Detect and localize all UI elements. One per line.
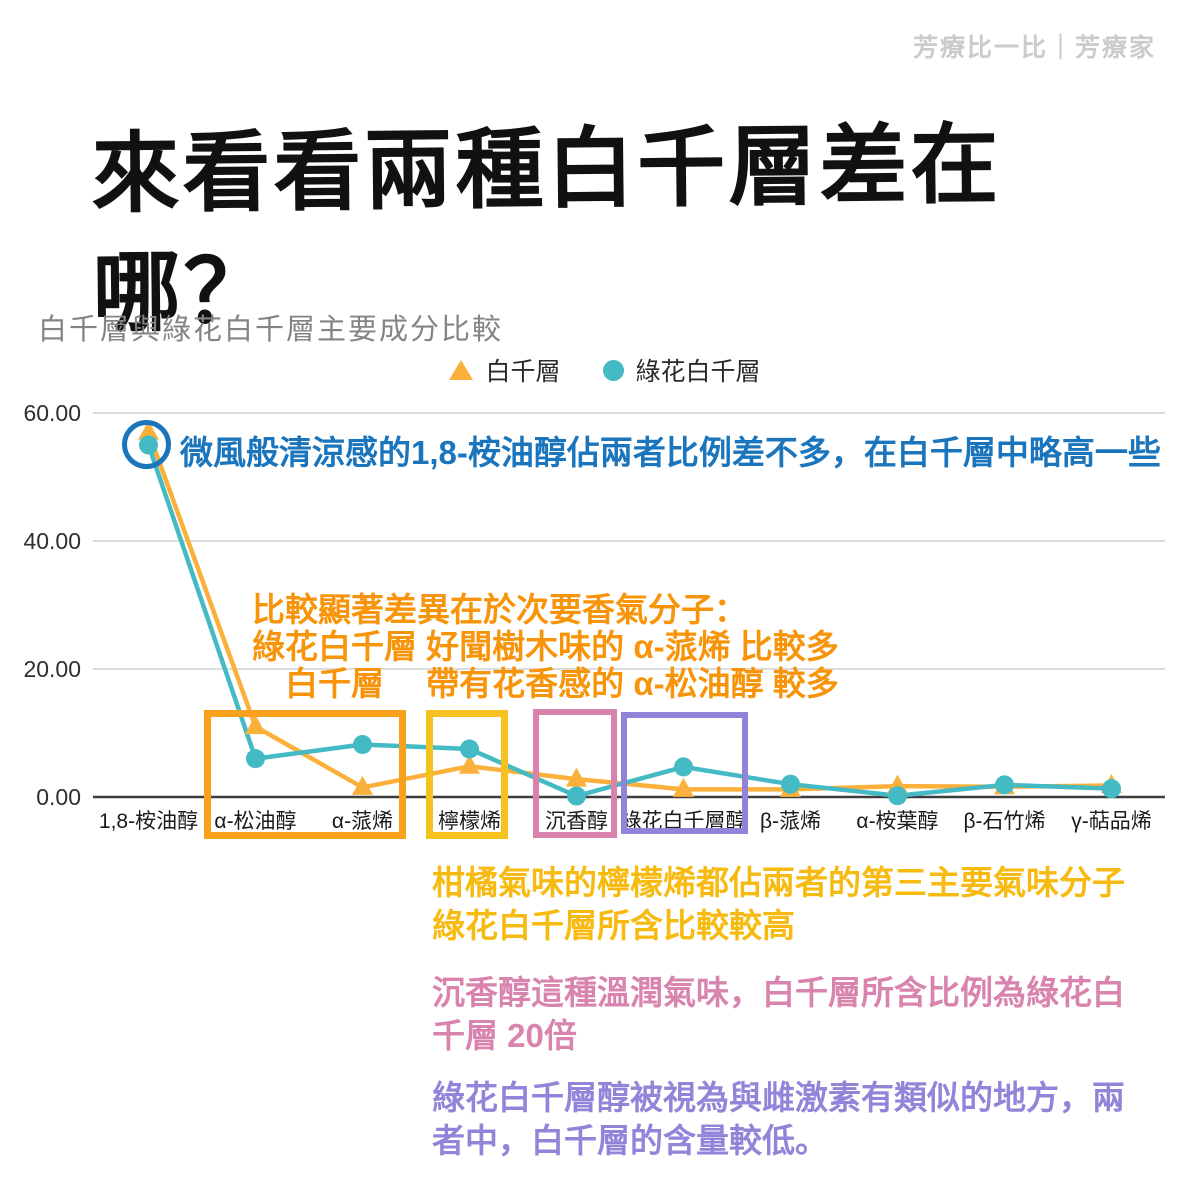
- data-point-triangle: [673, 777, 694, 797]
- annotation-line: 白千層 帶有花香感的 α-松油醇 較多: [252, 665, 839, 702]
- data-point-triangle: [245, 715, 266, 735]
- annotation-line: 者中，白千層的含量較低。: [432, 1122, 828, 1159]
- legend-item-cajeput: 白千層: [449, 352, 561, 388]
- data-point-circle: [353, 735, 372, 755]
- x-tick-label: 綠花白千層醇: [621, 810, 747, 833]
- annotation-linalool: 沉香醇這種溫潤氣味，白千層所含比例為綠花白 千層 20倍: [432, 971, 1125, 1057]
- data-point-circle: [1102, 779, 1121, 799]
- x-tick-label: γ-萜品烯: [1071, 810, 1152, 833]
- triangle-marker-icon: [449, 360, 474, 380]
- annotation-limonene: 柑橘氣味的檸檬烯都佔兩者的第三主要氣味分子 綠花白千層所含比較較高: [432, 861, 1125, 947]
- x-tick-label: α-松油醇: [214, 810, 296, 833]
- brand-watermark: 芳療比一比｜芳療家: [912, 34, 1156, 62]
- y-tick-label: 20.00: [23, 656, 81, 682]
- x-tick-label: 沉香醇: [545, 810, 608, 833]
- data-point-circle: [460, 739, 479, 759]
- annotation-line: 綠花白千層所含比較較高: [432, 907, 795, 944]
- y-tick-label: 40.00: [23, 528, 81, 554]
- annotation-line: 綠花白千層醇被視為與雌激素有類似的地方，兩: [432, 1079, 1125, 1116]
- x-tick-label: α-蒎烯: [332, 810, 393, 833]
- data-point-circle: [246, 749, 265, 769]
- annotation-cineole: 微風般清涼感的1,8-桉油醇佔兩者比例差不多，在白千層中略高一些: [180, 434, 1161, 471]
- series-line: [146, 444, 1112, 799]
- legend-item-niaouli: 綠花白千層: [602, 352, 761, 388]
- chart-plot: 0.00 20.00 40.00 60.00 1,8-桉油醇 α-松油醇 α-蒎烯 檸檬烯 沉香…: [23, 400, 1165, 833]
- x-tick-label: β-石竹烯: [963, 810, 1045, 833]
- data-point-circle: [888, 786, 907, 806]
- data-point-circle: [995, 775, 1014, 795]
- x-tick-label: α-桉葉醇: [856, 810, 938, 833]
- annotation-line: 柑橘氣味的檸檬烯都佔兩者的第三主要氣味分子: [432, 864, 1125, 901]
- highlight-box-nerolidol: [621, 712, 748, 834]
- series-line: [146, 431, 1112, 792]
- legend-label: 綠花白千層: [635, 358, 761, 386]
- annotation-line: 沉香醇這種溫潤氣味，白千層所含比例為綠花白: [432, 974, 1125, 1011]
- highlight-box-linalool: [533, 709, 617, 838]
- x-tick-label: 檸檬烯: [438, 810, 501, 833]
- data-point-circle: [781, 774, 800, 794]
- y-tick-label: 0.00: [36, 784, 81, 810]
- legend-label: 白千層: [485, 358, 561, 386]
- highlight-box-limonene: [426, 710, 508, 839]
- chart-title: 白千層與綠花白千層主要成分比較: [38, 314, 504, 346]
- x-tick-label: 1,8-桉油醇: [99, 810, 198, 833]
- annotation-secondary-molecules: 比較顯著差異在於次要香氣分子： 綠花白千層 好聞樹木味的 α-蒎烯 比較多 白千…: [252, 591, 839, 702]
- data-point-triangle: [566, 767, 587, 787]
- annotation-line: 比較顯著差異在於次要香氣分子：: [252, 591, 747, 628]
- circle-marker-icon: [602, 359, 624, 381]
- data-point-circle: [567, 786, 586, 806]
- data-point-circle: [674, 757, 693, 777]
- first-point-circle-annotation: [122, 420, 171, 469]
- data-point-triangle: [352, 775, 373, 795]
- data-point-triangle: [459, 754, 480, 774]
- chart-legend: 白千層 綠花白千層: [0, 352, 1200, 388]
- annotation-line: 千層 20倍: [432, 1017, 577, 1054]
- y-tick-label: 60.00: [23, 400, 81, 426]
- annotation-nerolidol: 綠花白千層醇被視為與雌激素有類似的地方，兩 者中，白千層的含量較低。: [432, 1076, 1125, 1162]
- highlight-box-terpineol-pinene: [204, 710, 406, 839]
- x-tick-label: β-蒎烯: [760, 810, 821, 833]
- annotation-line: 綠花白千層 好聞樹木味的 α-蒎烯 比較多: [252, 628, 839, 665]
